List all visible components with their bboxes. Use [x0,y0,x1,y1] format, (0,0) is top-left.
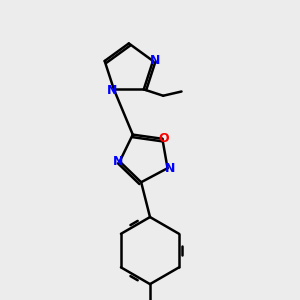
Text: N: N [106,84,117,97]
Text: N: N [150,55,160,68]
Text: N: N [112,155,123,168]
Text: O: O [159,132,170,145]
Text: N: N [165,162,176,175]
